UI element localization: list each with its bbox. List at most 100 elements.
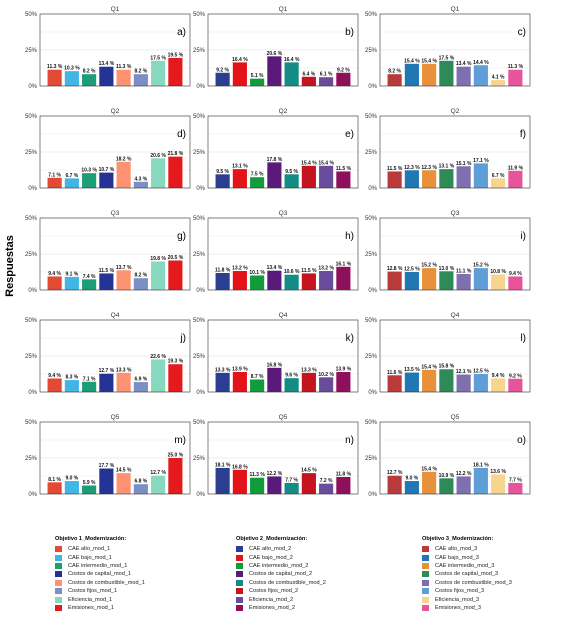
data-label: 15.4 % — [301, 160, 317, 166]
legend-item: Costos de capital_mod_3 — [422, 570, 512, 578]
data-label: 9.4 % — [509, 271, 522, 277]
data-label: 6.4 % — [302, 71, 315, 77]
panel-tag: d) — [177, 129, 186, 140]
data-label: 11.3 % — [249, 472, 265, 478]
data-label: 16.4 % — [232, 57, 248, 63]
panel-d: 0% 25% 50% Q2 d) 7.1 % 6.7 %10.3 % 10.7 %18.2 %… — [25, 108, 191, 192]
data-label: 6.1 % — [320, 72, 333, 78]
data-label: 11.5 % — [99, 268, 115, 274]
data-label: 7.7 % — [285, 477, 298, 483]
legend-item: Eficiencia_mod_1 — [55, 595, 145, 603]
bar — [491, 80, 506, 86]
data-label: 12.1 % — [456, 369, 472, 375]
panel-title: Q2 — [111, 108, 120, 115]
bar — [168, 260, 183, 290]
panel-k: 0%25%50%Q4k)13.3 % 13.9 %8.7 %16.8 %9.6 %… — [193, 312, 359, 396]
legend-label: Costos de capital_mod_1 — [68, 571, 132, 578]
legend-swatch — [422, 546, 429, 553]
legend-label: CAE alto_mod_3 — [435, 546, 478, 553]
y-tick-label: 0% — [28, 492, 37, 498]
panel-border — [379, 115, 531, 189]
y-tick-label: 0% — [196, 390, 205, 396]
bar — [387, 171, 402, 188]
panel-f: 0%25%50%Q2f)11.5 % 12.3 % 12.3 % 13.1 % 15.1… — [365, 108, 531, 192]
bar — [64, 481, 79, 494]
data-label: 11.3 % — [116, 64, 132, 70]
bar — [82, 279, 97, 290]
panel-border — [39, 13, 191, 87]
bar — [439, 271, 454, 290]
panel-border — [207, 319, 359, 393]
data-label: 22.6 % — [150, 354, 166, 360]
data-label: 12.3 % — [421, 165, 437, 171]
panel-title: Q1 — [451, 6, 460, 13]
bar — [232, 62, 247, 86]
data-label: 14.5 % — [301, 468, 317, 474]
data-label: 16.1 % — [336, 261, 352, 267]
y-tick-label: 50% — [25, 114, 38, 120]
data-label: 8.2 % — [134, 69, 147, 75]
y-tick-label: 0% — [368, 84, 377, 90]
data-label: 12.2 % — [456, 471, 472, 477]
bar — [491, 474, 506, 494]
data-label: 25.0 % — [168, 453, 184, 459]
legend-swatch — [422, 588, 429, 595]
panel-h: 0%25%50%Q3h)11.8 % 13.2 %10.1 %13.4 %10.6… — [193, 210, 359, 294]
y-tick-label: 25% — [25, 48, 38, 54]
data-label: 9.4 % — [492, 373, 505, 379]
y-tick-label: 0% — [28, 84, 37, 90]
data-label: 13.4 % — [456, 61, 472, 67]
data-label: 19.5 % — [168, 52, 184, 58]
bar — [404, 272, 419, 290]
bar — [284, 274, 299, 290]
bar — [47, 482, 62, 494]
data-label: 13.1 % — [439, 164, 455, 170]
data-label: 9.2 % — [509, 373, 522, 379]
bar — [99, 66, 114, 86]
panel-tag: o) — [517, 435, 526, 446]
legend-label: Costos fijos_mod_1 — [68, 588, 118, 595]
panel-title: Q2 — [451, 108, 460, 115]
bar — [473, 163, 488, 188]
data-label: 6.7 % — [65, 173, 78, 179]
legend-label: Eficiencia_mod_2 — [249, 596, 294, 603]
legend-swatch — [55, 579, 62, 586]
bar — [232, 270, 247, 290]
data-label: 13.6 % — [490, 469, 506, 475]
legend-item: Eficiencia_mod_3 — [422, 595, 512, 603]
data-label: 7.7 % — [509, 477, 522, 483]
data-label: 7.5 % — [251, 172, 264, 178]
data-label: 9.4 % — [48, 271, 61, 277]
data-label: 12.5 % — [473, 369, 489, 375]
data-label: 15.4 % — [421, 364, 437, 370]
bar — [439, 478, 454, 494]
bar — [168, 57, 183, 86]
bar — [133, 484, 148, 494]
legend-item: CAE bajo_mod_2 — [236, 553, 326, 561]
legend-swatch — [422, 571, 429, 578]
data-label: 13.0 % — [439, 266, 455, 272]
bar — [284, 482, 299, 494]
data-label: 17.5 % — [439, 55, 455, 61]
legend-label: Emisiones_mod_1 — [68, 604, 115, 611]
legend-swatch — [236, 596, 243, 603]
legend-item: CAE bajo_mod_3 — [422, 553, 512, 561]
legend-item: CAE intermedio_mod_2 — [236, 562, 326, 570]
data-label: 8.7 % — [251, 374, 264, 380]
y-tick-label: 25% — [365, 354, 378, 360]
legend-label: Emisiones_mod_3 — [435, 604, 482, 611]
y-tick-label: 50% — [193, 114, 206, 120]
bar — [82, 381, 97, 392]
data-label: 11.8 % — [215, 268, 231, 274]
data-label: 13.1 % — [232, 164, 248, 170]
legend-label: CAE intermedio_mod_1 — [68, 562, 128, 569]
y-tick-label: 25% — [365, 456, 378, 462]
bar — [64, 71, 79, 86]
bar — [47, 276, 62, 290]
data-label: 9.5 % — [285, 169, 298, 175]
data-label: 12.3 % — [404, 165, 420, 171]
legend-label: CAE bajo_mod_2 — [249, 554, 293, 561]
data-label: 11.8 % — [336, 472, 352, 478]
data-label: 11.3 % — [47, 64, 63, 70]
